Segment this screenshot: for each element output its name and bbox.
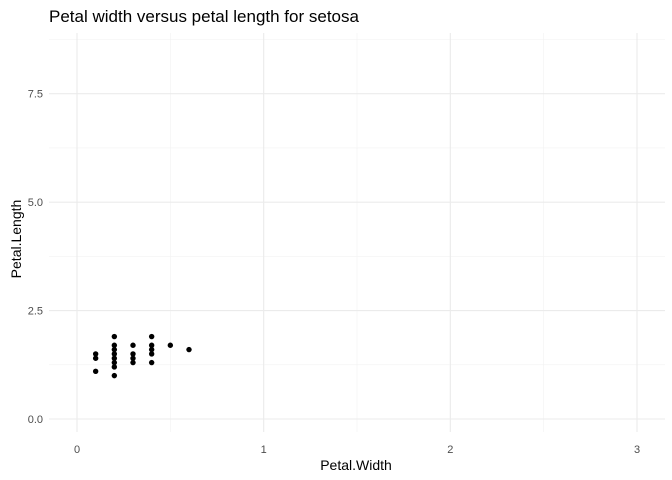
y-tick-label-0: 0.0	[28, 414, 43, 426]
x-tick-label-1: 1	[261, 444, 267, 456]
data-point-6	[111, 355, 118, 361]
data-point-11	[130, 359, 136, 366]
data-point-16	[148, 351, 155, 357]
x-tick-label-3: 3	[634, 444, 640, 456]
data-point-4	[111, 364, 118, 370]
data-point-7	[111, 351, 118, 357]
x-tick-label-0: 0	[74, 444, 80, 456]
data-point-13	[130, 351, 136, 357]
data-point-21	[186, 346, 192, 353]
data-point-19	[148, 333, 155, 340]
y-tick-label-1: 2.5	[28, 306, 43, 318]
data-point-1	[92, 355, 99, 361]
data-point-15	[148, 359, 155, 366]
x-axis-tick-labels: 0 1 2 3	[74, 444, 640, 456]
data-points	[92, 333, 192, 379]
data-point-10	[111, 333, 118, 340]
data-point-20	[167, 342, 174, 348]
data-point-17	[148, 346, 155, 353]
major-gridlines	[49, 33, 665, 432]
data-point-12	[130, 355, 136, 361]
data-point-3	[111, 372, 118, 379]
y-axis-title: Petal.Length	[8, 200, 24, 279]
x-tick-label-2: 2	[447, 444, 453, 456]
data-point-9	[111, 342, 118, 348]
data-point-14	[130, 342, 136, 348]
y-tick-label-2: 5.0	[28, 197, 43, 209]
data-point-8	[111, 346, 118, 353]
y-axis-tick-labels: 0.0 2.5 5.0 7.5	[28, 89, 43, 426]
x-axis-title: Petal.Width	[320, 457, 392, 473]
data-point-18	[148, 342, 155, 348]
data-point-2	[92, 351, 99, 357]
y-tick-label-3: 7.5	[28, 89, 43, 101]
minor-gridlines	[49, 33, 665, 432]
data-point-0	[92, 368, 99, 374]
data-point-5	[111, 359, 118, 366]
chart-title: Petal width versus petal length for seto…	[49, 7, 359, 26]
